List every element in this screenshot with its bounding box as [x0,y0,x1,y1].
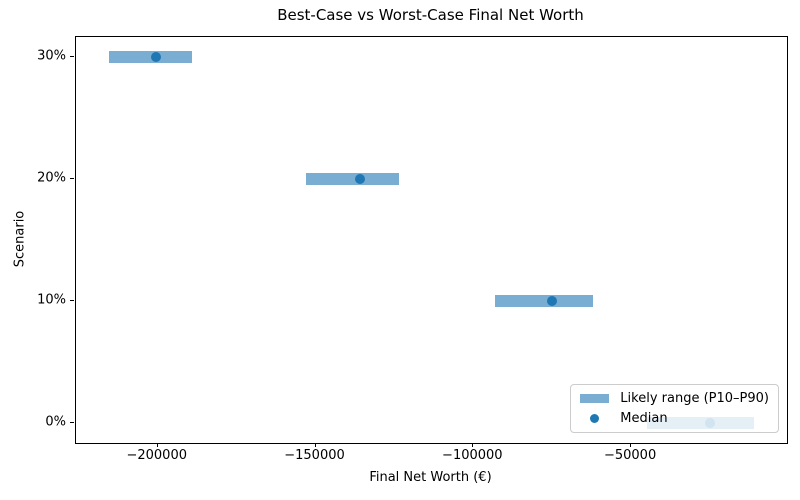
legend-label-range: Likely range (P10–P90) [620,391,769,406]
x-tick-mark [156,443,158,447]
median-dot-30% [151,52,162,63]
legend-label-median: Median [620,411,668,426]
y-tick-mark [70,178,74,180]
range-bar-swatch [580,394,610,403]
y-tick-label: 10% [37,292,66,308]
legend-item-median: Median [580,410,769,427]
y-axis-label: Scenario [12,210,28,268]
median-dot-20% [354,174,365,185]
x-tick-mark [472,443,474,447]
legend: Likely range (P10–P90) Median [570,384,779,433]
x-axis-label: Final Net Worth (€) [369,470,492,485]
x-tick-label: −150000 [284,448,345,463]
chart-title: Best-Case vs Worst-Case Final Net Worth [277,6,584,24]
median-dot-swatch [590,414,600,423]
median-dot-swatch-wrap [580,414,609,423]
x-tick-label: −100000 [442,448,503,463]
range-bar-10% [495,295,594,308]
legend-item-range: Likely range (P10–P90) [580,390,769,407]
x-tick-mark [314,443,316,447]
median-dot-10% [547,296,558,307]
range-bar-20% [306,173,400,186]
y-tick-mark [70,422,74,424]
y-tick-mark [70,56,74,58]
y-tick-mark [70,300,74,302]
y-tick-label: 20% [37,170,66,186]
y-tick-label: 0% [45,414,66,430]
range-bar-30% [108,51,193,64]
x-tick-mark [630,443,632,447]
x-tick-label: −200000 [126,448,187,463]
plot-area: Likely range (P10–P90) Median [75,36,788,444]
x-tick-label: −50000 [603,448,657,463]
y-tick-label: 30% [37,48,66,64]
